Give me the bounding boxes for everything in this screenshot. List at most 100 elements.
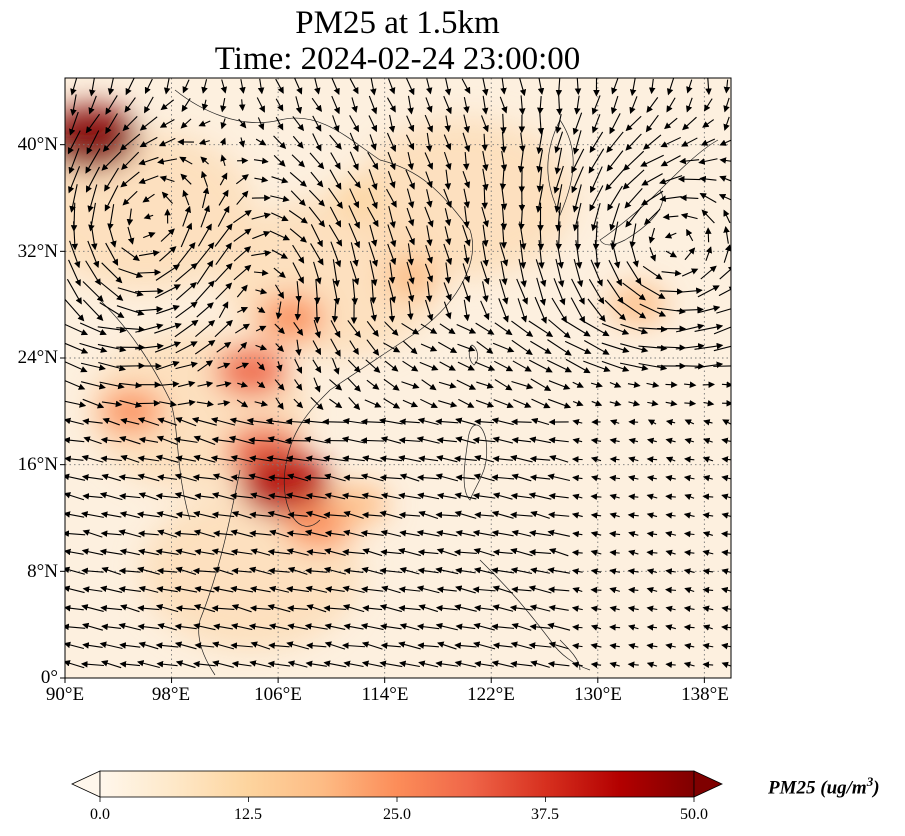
wind-arrow <box>214 319 233 338</box>
wind-arrow <box>159 118 175 128</box>
wind-arrow <box>65 299 85 322</box>
wind-arrow <box>438 381 457 389</box>
wind-arrow <box>293 322 304 336</box>
wind-arrow <box>238 118 247 129</box>
wind-arrow <box>137 623 160 631</box>
wind-arrow <box>510 660 533 668</box>
wind-arrow <box>257 78 265 95</box>
wind-arrow <box>175 566 197 575</box>
wind-arrow <box>556 95 563 116</box>
wind-arrow <box>646 493 658 500</box>
wind-arrow <box>553 278 566 306</box>
wind-arrow <box>548 319 571 339</box>
wind-arrow <box>721 456 731 463</box>
wind-arrow <box>347 320 361 338</box>
wind-arrow <box>474 361 496 371</box>
wind-arrow <box>156 360 180 371</box>
wind-arrow <box>601 360 630 372</box>
wind-arrow <box>117 287 144 297</box>
wind-arrow <box>481 133 489 152</box>
unit-text: PM25 (ug/m <box>768 777 867 799</box>
wind-arrow <box>700 138 716 146</box>
wind-arrow <box>453 548 477 556</box>
wind-arrow <box>211 548 235 556</box>
wind-arrow <box>590 259 603 287</box>
wind-arrow <box>519 132 526 153</box>
wind-arrow <box>310 243 324 266</box>
wind-arrow <box>628 549 639 557</box>
wind-arrow <box>287 566 308 575</box>
wind-arrow <box>329 206 341 228</box>
wind-arrow <box>388 78 396 95</box>
wind-arrow <box>435 660 459 668</box>
wind-arrow <box>68 148 80 175</box>
wind-arrow <box>65 530 86 537</box>
wind-arrow <box>629 223 637 249</box>
wind-arrow <box>574 95 581 115</box>
wind-arrow <box>721 512 731 519</box>
wind-arrow <box>700 265 717 280</box>
wind-arrow <box>462 132 471 153</box>
colorbar-extend-max <box>693 770 723 798</box>
wind-arrow <box>379 474 402 481</box>
wind-arrow <box>330 320 341 338</box>
wind-arrow <box>454 660 477 668</box>
wind-arrow <box>462 151 470 171</box>
wind-arrow <box>537 112 545 135</box>
wind-arrow <box>118 529 142 538</box>
wind-arrow <box>457 361 475 371</box>
wind-arrow <box>275 397 284 410</box>
wind-arrow <box>572 400 584 407</box>
wind-arrow <box>662 213 679 221</box>
wind-arrow <box>625 115 642 132</box>
wind-arrow <box>197 223 212 247</box>
wind-arrow <box>572 642 583 650</box>
wind-arrow <box>68 259 81 287</box>
wind-arrow <box>455 585 476 594</box>
wind-arrow <box>646 586 658 594</box>
wind-arrow <box>143 232 156 239</box>
wind-arrow <box>254 176 269 183</box>
wind-arrow <box>100 604 123 612</box>
wind-arrow <box>609 605 620 613</box>
wind-arrow <box>197 360 214 372</box>
wind-arrow <box>474 418 494 426</box>
wind-arrow <box>65 604 84 612</box>
pm25-hotspot <box>100 389 163 434</box>
wind-arrow <box>589 166 603 194</box>
wind-arrow <box>649 247 657 262</box>
wind-arrow <box>310 397 324 411</box>
wind-arrow <box>158 137 176 147</box>
wind-arrow <box>219 172 228 186</box>
wind-arrow <box>155 454 179 463</box>
wind-arrow <box>721 661 731 669</box>
wind-arrow <box>118 586 141 593</box>
wind-arrow <box>201 186 210 209</box>
wind-arrow <box>482 168 489 191</box>
wind-arrow <box>476 341 494 354</box>
wind-arrow <box>360 437 384 444</box>
wind-arrow <box>628 474 639 482</box>
wind-arrow <box>179 156 193 165</box>
wind-arrow <box>80 660 104 668</box>
wind-arrow <box>238 99 246 112</box>
wind-arrow <box>217 205 230 227</box>
wind-arrow <box>694 323 724 332</box>
wind-arrow <box>500 150 508 172</box>
wind-arrow <box>638 325 668 333</box>
wind-arrow <box>646 456 658 463</box>
wind-arrow <box>608 259 622 287</box>
wind-arrow <box>572 474 583 482</box>
wind-arrow <box>369 260 378 287</box>
wind-arrow <box>201 79 208 94</box>
wind-arrow <box>702 475 713 482</box>
wind-arrow <box>211 511 235 519</box>
wind-arrow <box>137 269 162 276</box>
wind-arrow <box>665 642 676 650</box>
wind-arrow <box>124 97 136 113</box>
wind-arrow <box>684 381 697 388</box>
wind-arrow <box>665 568 676 575</box>
wind-arrow <box>571 278 585 305</box>
wind-arrow <box>511 339 533 355</box>
wind-arrow <box>273 155 286 167</box>
